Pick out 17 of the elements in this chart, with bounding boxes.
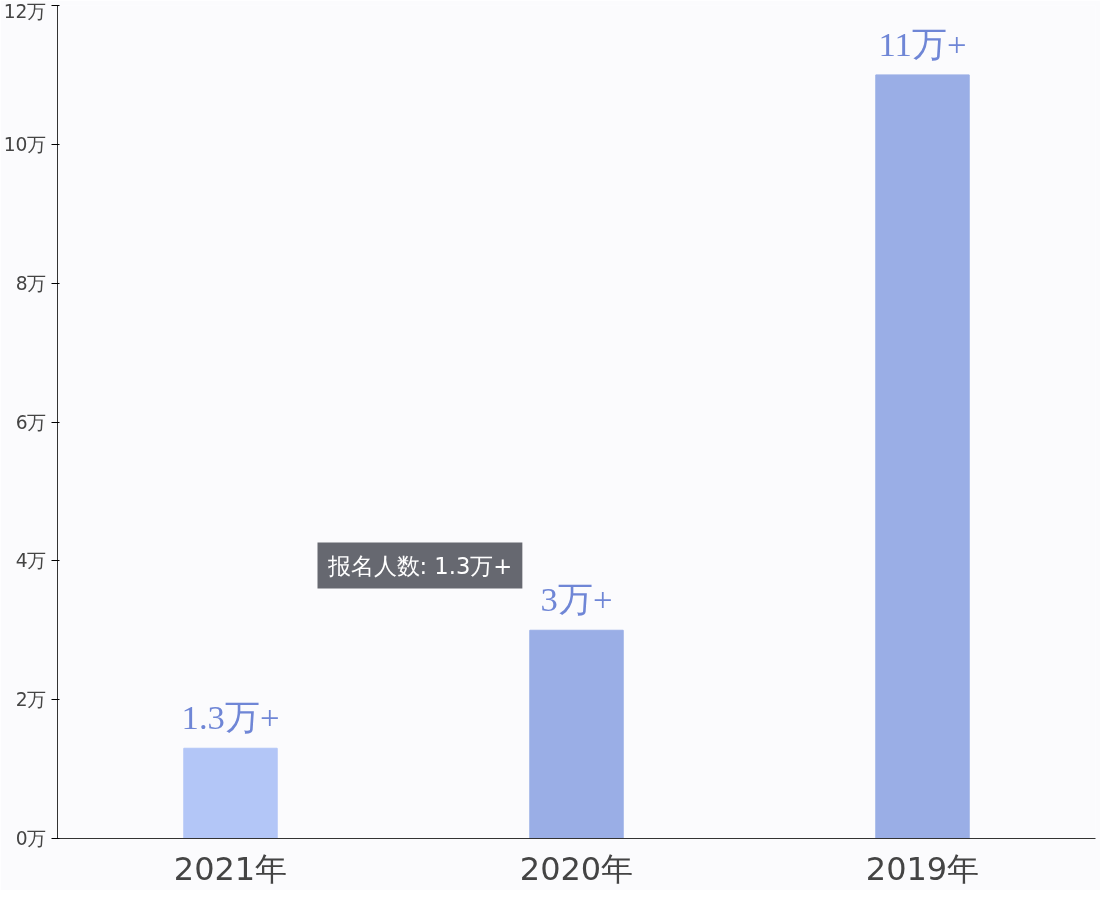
- x-tick-label: 2019年: [865, 849, 980, 888]
- x-tick-label: 2021年: [173, 849, 288, 888]
- bar: [875, 74, 970, 839]
- y-tick-label: 10万: [3, 133, 47, 155]
- data-label: 11万+: [878, 24, 967, 63]
- y-tick-label: 2万: [15, 689, 47, 711]
- x-tick-label: 2020年: [519, 849, 634, 888]
- data-label: 3万+: [540, 580, 613, 619]
- y-tick-label: 8万: [15, 272, 47, 294]
- bar: [529, 629, 624, 839]
- y-tick-label: 0万: [15, 828, 47, 849]
- annotation: 报名人数: 1.3万+: [326, 552, 513, 579]
- y-tick-label: 12万: [3, 0, 47, 22]
- bar: [183, 747, 278, 839]
- y-tick-label: 4万: [15, 550, 47, 572]
- y-tick-label: 6万: [15, 411, 47, 433]
- data-label: 1.3万+: [181, 698, 280, 737]
